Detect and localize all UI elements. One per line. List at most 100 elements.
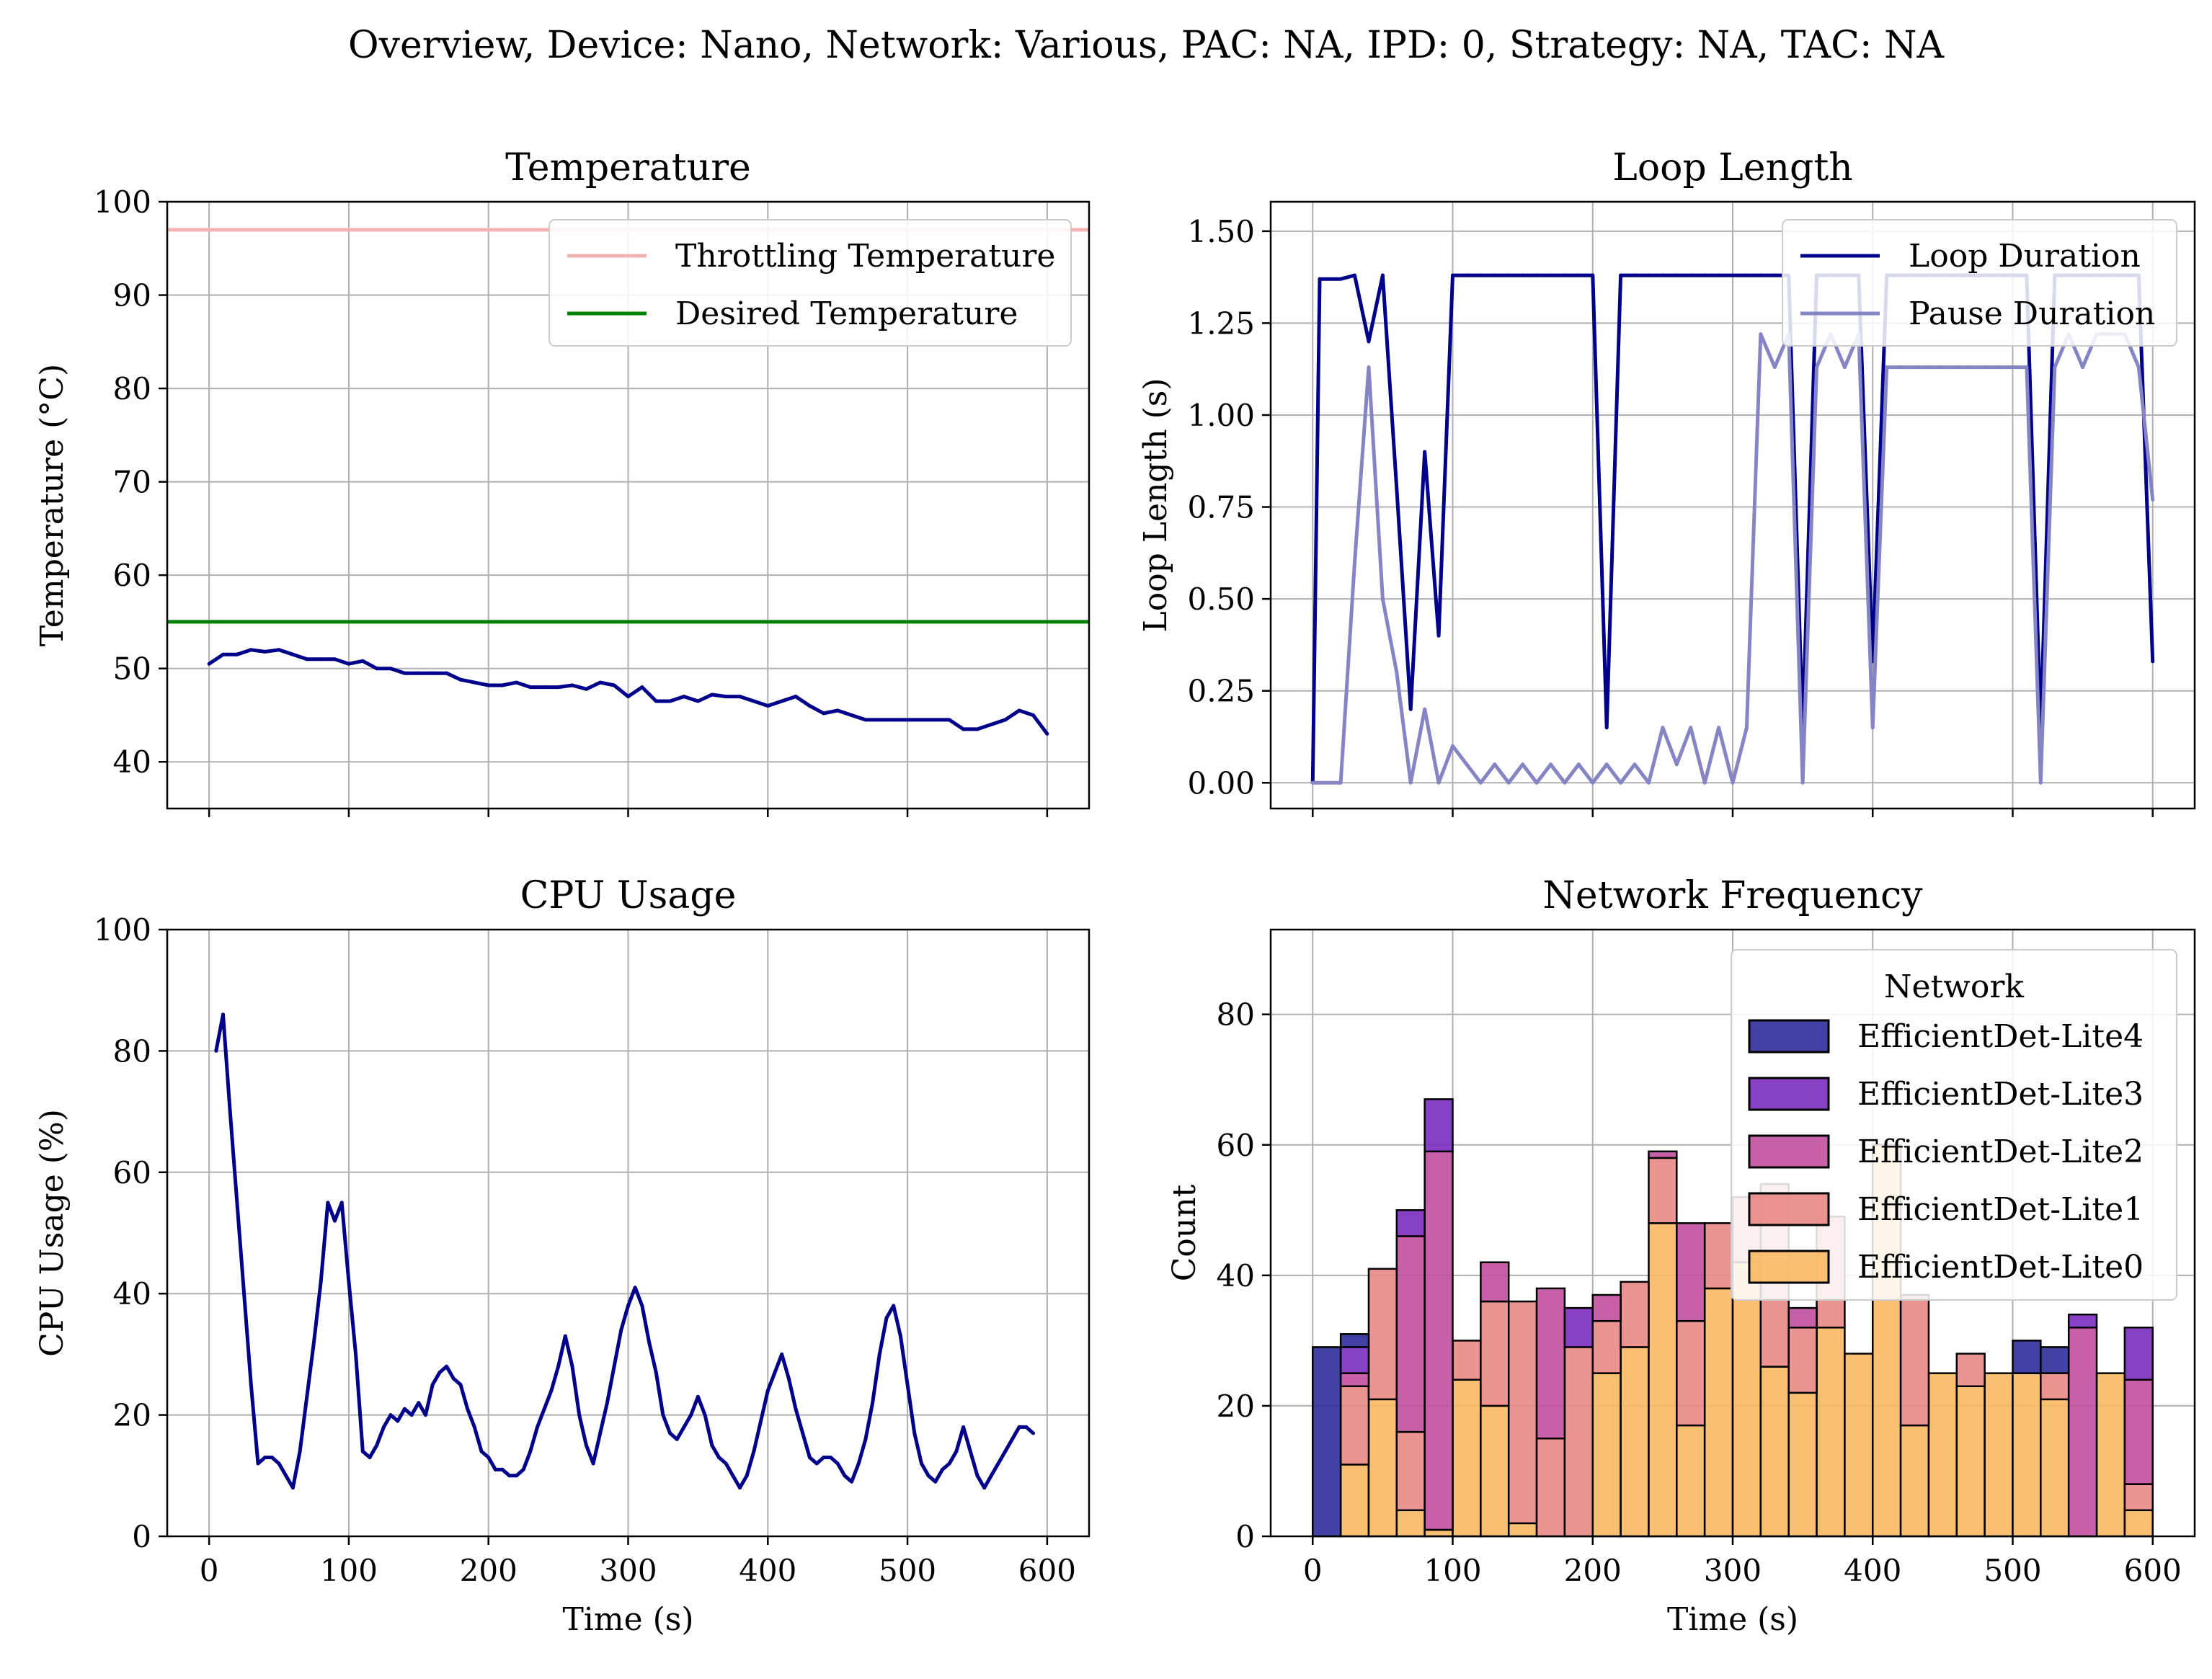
bar-efficientdet-lite2-29	[2123, 1379, 2154, 1485]
loop-legend-label-0: Loop Duration	[1909, 238, 2141, 275]
temperature-point-0-29	[612, 683, 616, 687]
cpu-usage-point-0-5	[249, 1383, 253, 1386]
cpu-usage-point-0-95	[877, 1352, 881, 1356]
loop-length-point-1-18	[1563, 780, 1567, 785]
bar-efficientdet-lite0-28	[2095, 1372, 2126, 1538]
cpu-usage-xtick-label-0: 0	[200, 1553, 219, 1588]
cpu-usage-point-0-71	[710, 1443, 714, 1448]
network-legend-box	[1731, 949, 2177, 1301]
loop-length-point-1-11	[1465, 762, 1469, 767]
network-frequency-ytick-label-2: 40	[1217, 1258, 1255, 1293]
loop-length-point-1-0	[1310, 780, 1315, 785]
cpu-usage-point-0-38	[479, 1449, 484, 1453]
loop-length-point-0-23	[1633, 273, 1637, 277]
network-frequency-xtick-label-5: 500	[1984, 1553, 2041, 1588]
cpu-usage-point-0-89	[835, 1461, 840, 1466]
temperature-point-0-30	[626, 695, 630, 699]
loop-length-panel: 0.00 0.25 0.50 0.75 1.00 1.25 1.50 Loop Length L…	[1137, 146, 2196, 817]
temperature-point-0-39	[752, 699, 756, 703]
cpu-usage-point-0-36	[466, 1407, 470, 1411]
bar-efficientdet-lite1-6	[1480, 1300, 1510, 1407]
cpu-usage-point-0-91	[850, 1479, 854, 1484]
cpu-usage-point-0-76	[745, 1474, 749, 1478]
cpu-usage-point-0-46	[536, 1425, 540, 1429]
loop-length-point-1-45	[1940, 365, 1945, 370]
temperature-point-0-37	[724, 695, 728, 699]
bar-efficientdet-lite0-17	[1787, 1391, 1818, 1538]
bar-efficientdet-lite0-11	[1620, 1346, 1650, 1538]
loop-length-point-1-30	[1731, 780, 1735, 785]
loop-length-point-0-29	[1717, 273, 1721, 277]
cpu-usage-point-0-70	[703, 1413, 707, 1417]
temperature-point-0-51	[919, 718, 923, 722]
loop-length-ytick-label-4: 1.00	[1187, 398, 1255, 433]
bar-efficientdet-lite3-4	[1423, 1098, 1454, 1153]
temperature-point-0-43	[807, 704, 812, 708]
cpu-usage-point-0-107	[961, 1425, 966, 1429]
loop-length-point-1-5	[1380, 597, 1385, 601]
cpu-usage-point-0-21	[360, 1449, 365, 1453]
temperature-point-0-45	[835, 708, 840, 713]
temperature-point-0-20	[487, 683, 491, 687]
loop-length-point-0-22	[1619, 273, 1623, 277]
loop-length-point-0-12	[1478, 273, 1483, 277]
bar-efficientdet-lite1-10	[1591, 1319, 1622, 1374]
temperature-point-0-35	[696, 699, 700, 703]
loop-length-point-0-60	[2151, 659, 2155, 664]
temperature-point-0-60	[1045, 731, 1049, 736]
bar-efficientdet-lite0-24	[1984, 1372, 2014, 1538]
bar-efficientdet-lite1-2	[1367, 1268, 1398, 1401]
loop-length-point-1-2	[1338, 780, 1343, 785]
bar-efficientdet-lite1-26	[2040, 1372, 2070, 1401]
cpu-usage-point-0-47	[542, 1407, 546, 1411]
cpu-usage-ytick-label-1: 20	[113, 1398, 151, 1433]
cpu-usage-point-0-13	[305, 1394, 309, 1399]
temperature-ytick-label-0: 40	[113, 744, 151, 780]
loop-length-point-0-8	[1423, 450, 1427, 454]
loop-length-point-1-7	[1408, 780, 1413, 785]
cpu-usage-point-0-52	[577, 1413, 582, 1417]
temperature-point-0-55	[975, 727, 980, 731]
cpu-usage-panel: 0 100 200 300 400 500 600 0 20 40 60 80 100 CPU Usage…	[34, 874, 1091, 1638]
loop-length-point-1-32	[1759, 332, 1763, 337]
bar-efficientdet-lite0-12	[1648, 1222, 1678, 1538]
loop-length-point-1-53	[2053, 365, 2057, 370]
network-frequency-xtick-label-6: 600	[2124, 1553, 2182, 1588]
cpu-usage-point-0-11	[290, 1486, 295, 1490]
temperature-ytick-label-6: 100	[94, 184, 151, 220]
loop-length-point-1-22	[1619, 780, 1623, 785]
loop-length-point-1-6	[1395, 670, 1399, 674]
cpu-usage-point-0-32	[437, 1371, 442, 1375]
cpu-usage-series-line-0	[214, 1012, 1035, 1490]
bar-efficientdet-lite0-3	[1395, 1509, 1426, 1538]
temperature-point-0-53	[947, 718, 951, 722]
cpu-usage-point-0-110	[982, 1486, 987, 1490]
temperature-point-0-22	[514, 680, 518, 685]
loop-length-point-0-16	[1534, 273, 1539, 277]
bar-efficientdet-lite0-15	[1731, 1261, 1762, 1538]
loop-length-point-0-21	[1604, 726, 1609, 730]
cpu-usage-point-0-86	[814, 1461, 819, 1466]
loop-length-point-1-46	[1955, 365, 1959, 370]
loop-length-point-1-14	[1506, 780, 1511, 785]
temperature-point-0-26	[570, 683, 574, 687]
cpu-usage-point-0-51	[570, 1364, 574, 1368]
cpu-usage-xtick-label-1: 100	[320, 1553, 378, 1588]
temperature-point-0-44	[822, 711, 826, 716]
network-legend-swatch-3	[1748, 1192, 1830, 1226]
temperature-panel: 40 50 60 70 80 90 100 Temperature Temperature (°…	[34, 146, 1091, 817]
cpu-usage-point-0-25	[388, 1413, 393, 1417]
temperature-point-0-8	[319, 657, 323, 662]
cpu-usage-point-0-78	[759, 1419, 763, 1423]
loop-length-point-1-40	[1870, 726, 1875, 730]
cpu-usage-point-0-8	[270, 1456, 274, 1460]
cpu-usage-xtick-label-6: 600	[1018, 1553, 1076, 1588]
cpu-usage-point-0-93	[863, 1437, 868, 1441]
cpu-usage-point-0-49	[556, 1364, 561, 1368]
cpu-usage-point-0-16	[326, 1201, 330, 1205]
loop-length-point-0-30	[1731, 273, 1735, 277]
bar-efficientdet-lite4-26	[2040, 1346, 2070, 1374]
loop-length-point-1-16	[1534, 780, 1539, 785]
cpu-usage-point-0-30	[424, 1413, 428, 1417]
temperature-point-0-33	[668, 699, 672, 703]
